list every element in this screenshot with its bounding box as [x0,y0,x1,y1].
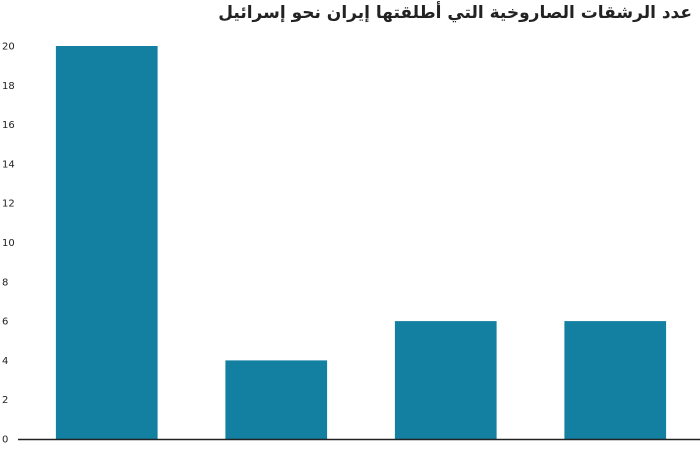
y-tick-label: 14 [2,159,15,170]
y-tick-label: 4 [2,356,8,367]
y-tick-label: 2 [2,395,8,406]
y-tick-label: 0 [2,435,8,446]
y-tick-label: 16 [2,120,15,131]
y-tick-label: 10 [2,238,15,249]
bars [55,46,667,439]
y-tick-label: 20 [2,42,15,53]
y-tick-label: 18 [2,81,15,92]
bar [564,321,667,439]
bar [394,321,497,439]
chart-title: عدد الرشقات الصاروخية التي أطلقتها إيران… [218,3,692,23]
y-axis: 0 2 4 6 8 10 12 14 16 18 20 [2,42,15,446]
y-tick-label: 8 [2,277,8,288]
y-tick-label: 12 [2,199,15,210]
y-tick-label: 6 [2,317,8,328]
bar [55,46,158,439]
bar [225,360,328,439]
